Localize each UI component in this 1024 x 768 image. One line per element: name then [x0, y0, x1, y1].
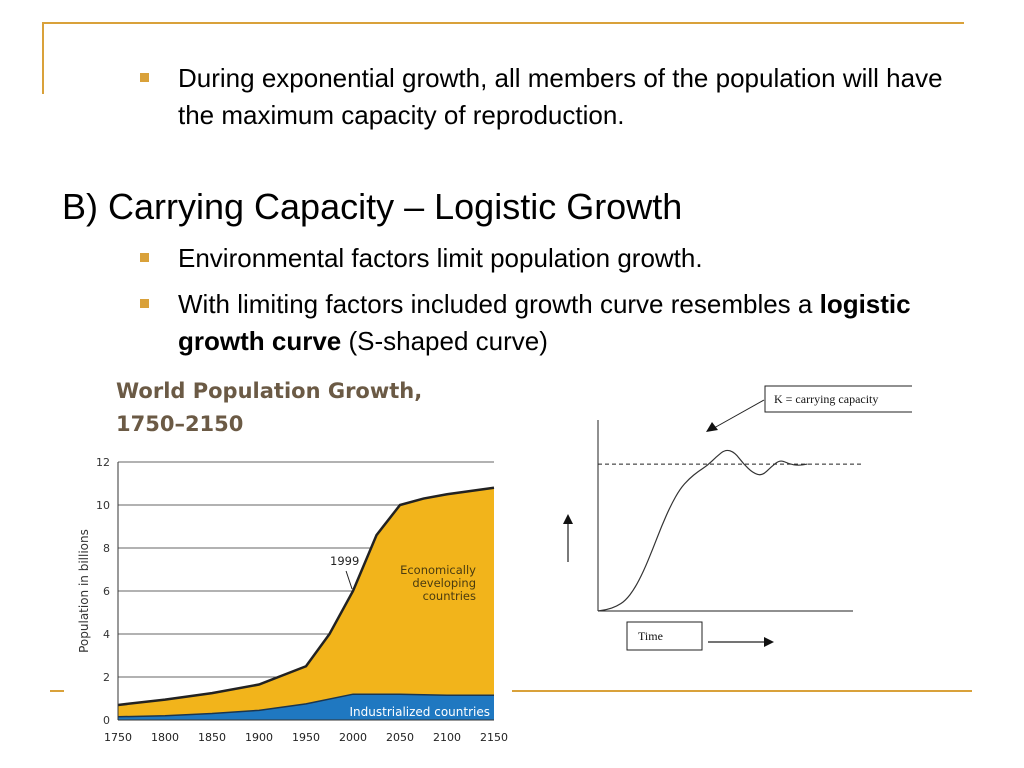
- bullet-text-lead: With limiting factors included growth cu…: [178, 289, 820, 319]
- time-label: Time: [638, 629, 663, 643]
- chart-title: 1750–2150: [116, 412, 243, 436]
- industrialized-line: [117, 693, 494, 718]
- x-tick-label: 1850: [198, 731, 226, 744]
- x-tick-label: 2100: [433, 731, 461, 744]
- industrialized-series-label: Industrialized countries: [350, 705, 490, 719]
- x-tick-label: 1900: [245, 731, 273, 744]
- square-bullet-icon: [140, 73, 149, 82]
- chart-title: World Population Growth,: [116, 379, 422, 403]
- bullet-text: Environmental factors limit population g…: [178, 243, 703, 273]
- top-rule: [42, 22, 964, 24]
- y-tick-label: 6: [103, 585, 110, 598]
- square-bullet-icon: [140, 253, 149, 262]
- developing-countries-area: [118, 487, 494, 720]
- legend-text: K = carrying capacity: [774, 392, 878, 406]
- total-population-line: [117, 486, 495, 707]
- y-tick-label: 10: [96, 499, 110, 512]
- y-tick-label: 2: [103, 671, 110, 684]
- logistic-curve-line: [597, 449, 808, 612]
- legend-box: [764, 385, 912, 413]
- section-heading: B) Carrying Capacity – Logistic Growth: [62, 186, 683, 227]
- y-tick-label: 12: [96, 456, 110, 469]
- developing-series-label: countries: [423, 589, 476, 603]
- left-up-arrowhead: [563, 514, 573, 524]
- bullet-text-tail: (S-shaped curve): [341, 326, 548, 356]
- annotation-leader: [345, 570, 353, 590]
- time-arrowhead: [764, 637, 774, 647]
- y-tick-label: 4: [103, 628, 110, 641]
- square-bullet-icon: [140, 299, 149, 308]
- left-rule: [42, 22, 44, 94]
- y-tick-label: 8: [103, 542, 110, 555]
- y-tick-label: 0: [103, 714, 110, 727]
- time-label-box: [626, 621, 703, 651]
- bullet-exponential-growth: During exponential growth, all members o…: [140, 60, 950, 134]
- bullet-text-bold: logistic growth curve: [178, 289, 911, 356]
- y-axis-label: Population in billions: [77, 529, 91, 653]
- developing-series-label: developing: [412, 576, 476, 590]
- legend-pointer-line: [713, 399, 765, 429]
- bottom-rule-right: [512, 690, 972, 692]
- bullet-text: During exponential growth, all members o…: [178, 63, 943, 130]
- bullet-environmental-factors: Environmental factors limit population g…: [140, 240, 950, 277]
- bullet-text: With limiting factors included growth cu…: [178, 286, 950, 360]
- bullet-logistic-curve: With limiting factors included growth cu…: [140, 286, 950, 360]
- legend-pointer-arrowhead: [706, 422, 718, 432]
- x-tick-label: 1800: [151, 731, 179, 744]
- annotation-label: 1999: [330, 554, 359, 568]
- x-tick-label: 2050: [386, 731, 414, 744]
- x-tick-label: 2150: [480, 731, 508, 744]
- world-population-chart: World Population Growth, 1750–2150 0 2 4 6 8 10…: [64, 366, 512, 750]
- x-tick-label: 2000: [339, 731, 367, 744]
- logistic-growth-chart: K = carrying capacitytion)Time: [563, 385, 912, 651]
- developing-series-label: Economically: [400, 563, 476, 577]
- x-tick-label: 1950: [292, 731, 320, 744]
- x-tick-label: 1750: [104, 731, 132, 744]
